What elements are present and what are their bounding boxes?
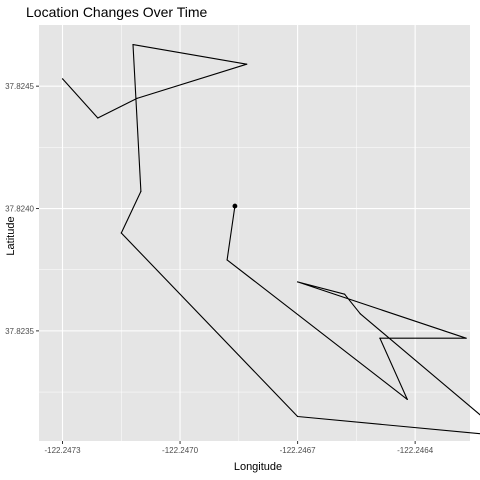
data-point bbox=[120, 232, 122, 234]
data-point bbox=[61, 78, 64, 80]
x-tick-label: -122.2470 bbox=[162, 446, 199, 455]
y-axis: 37.8235 37.8240 37.8245 bbox=[5, 82, 39, 336]
end-point bbox=[232, 203, 238, 209]
data-point bbox=[132, 43, 134, 46]
data-point bbox=[97, 117, 99, 119]
data-point bbox=[297, 415, 299, 418]
data-point bbox=[246, 63, 248, 65]
y-tick-label: 37.8240 bbox=[5, 205, 34, 214]
data-point bbox=[226, 259, 228, 261]
data-point bbox=[297, 281, 299, 283]
x-tick-label: -122.2467 bbox=[280, 446, 317, 455]
data-point bbox=[406, 398, 408, 400]
x-tick-label: -122.2473 bbox=[44, 446, 81, 455]
panel-background bbox=[39, 25, 470, 441]
series-line bbox=[62, 44, 480, 435]
chart-title: Location Changes Over Time bbox=[26, 4, 208, 20]
data-point bbox=[465, 337, 467, 339]
x-tick-label: -122.2464 bbox=[397, 446, 434, 455]
data-point bbox=[359, 313, 361, 315]
x-axis-title: Longitude bbox=[234, 461, 282, 473]
data-point bbox=[140, 190, 142, 192]
data-point bbox=[379, 337, 381, 339]
data-point bbox=[136, 97, 138, 100]
y-axis-title: Latitude bbox=[5, 216, 17, 255]
y-tick-label: 37.8245 bbox=[5, 82, 34, 91]
x-axis: -122.2473 -122.2470 -122.2467 -122.2464 bbox=[44, 441, 434, 455]
data-point bbox=[344, 293, 346, 295]
plot-panel bbox=[39, 25, 480, 441]
y-tick-label: 37.8235 bbox=[5, 327, 34, 336]
